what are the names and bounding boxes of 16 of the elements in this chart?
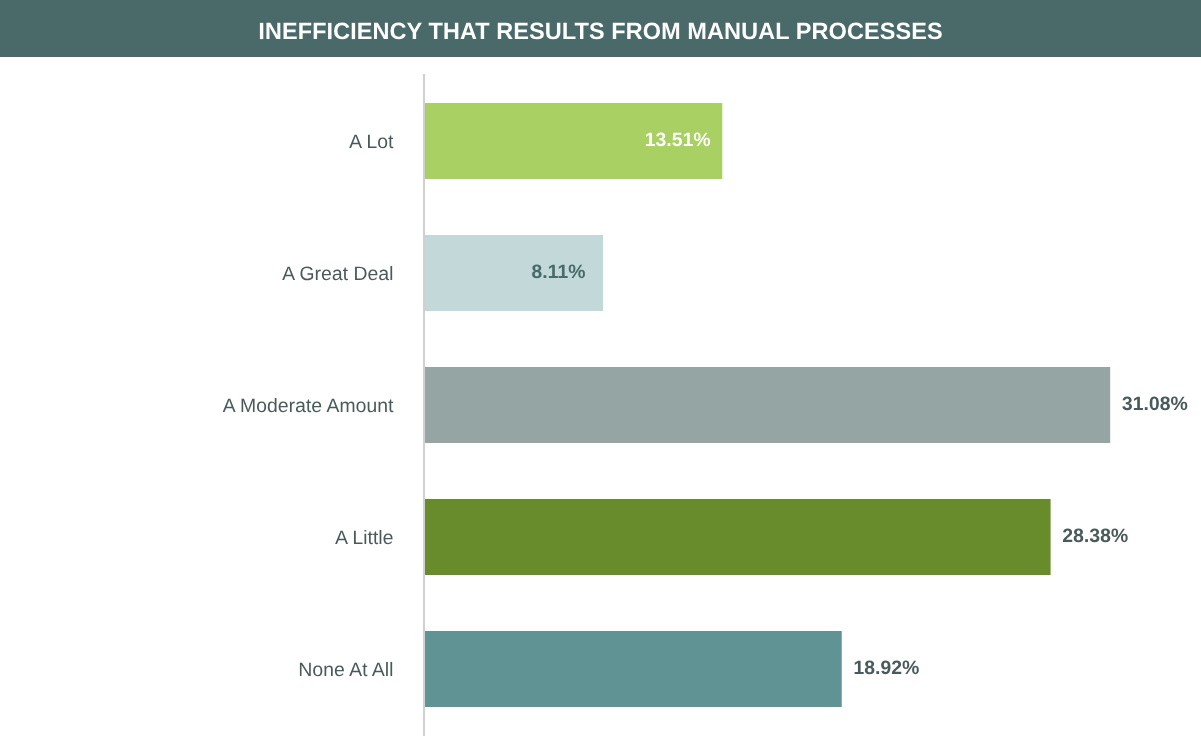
data-label: 18.92%: [854, 660, 919, 675]
bar: [424, 103, 723, 179]
bar: [424, 631, 842, 707]
bar: [424, 499, 1051, 575]
data-label: 31.08%: [1122, 396, 1188, 411]
data-label: 13.51%: [645, 132, 711, 147]
y-tick-label: None At All: [299, 661, 393, 677]
bar: [424, 235, 604, 311]
y-tick-label: A Great Deal: [282, 265, 393, 281]
data-label: 8.11%: [532, 264, 585, 279]
chart-title: INEFFICIENCY THAT RESULTS FROM MANUAL PROCESSES: [259, 22, 942, 40]
y-tick-label: A Little: [335, 529, 393, 545]
bar: [424, 367, 1111, 443]
y-tick-label: A Moderate Amount: [222, 397, 394, 413]
y-tick-label: A Lot: [349, 134, 394, 149]
data-label: 28.38%: [1062, 528, 1128, 543]
